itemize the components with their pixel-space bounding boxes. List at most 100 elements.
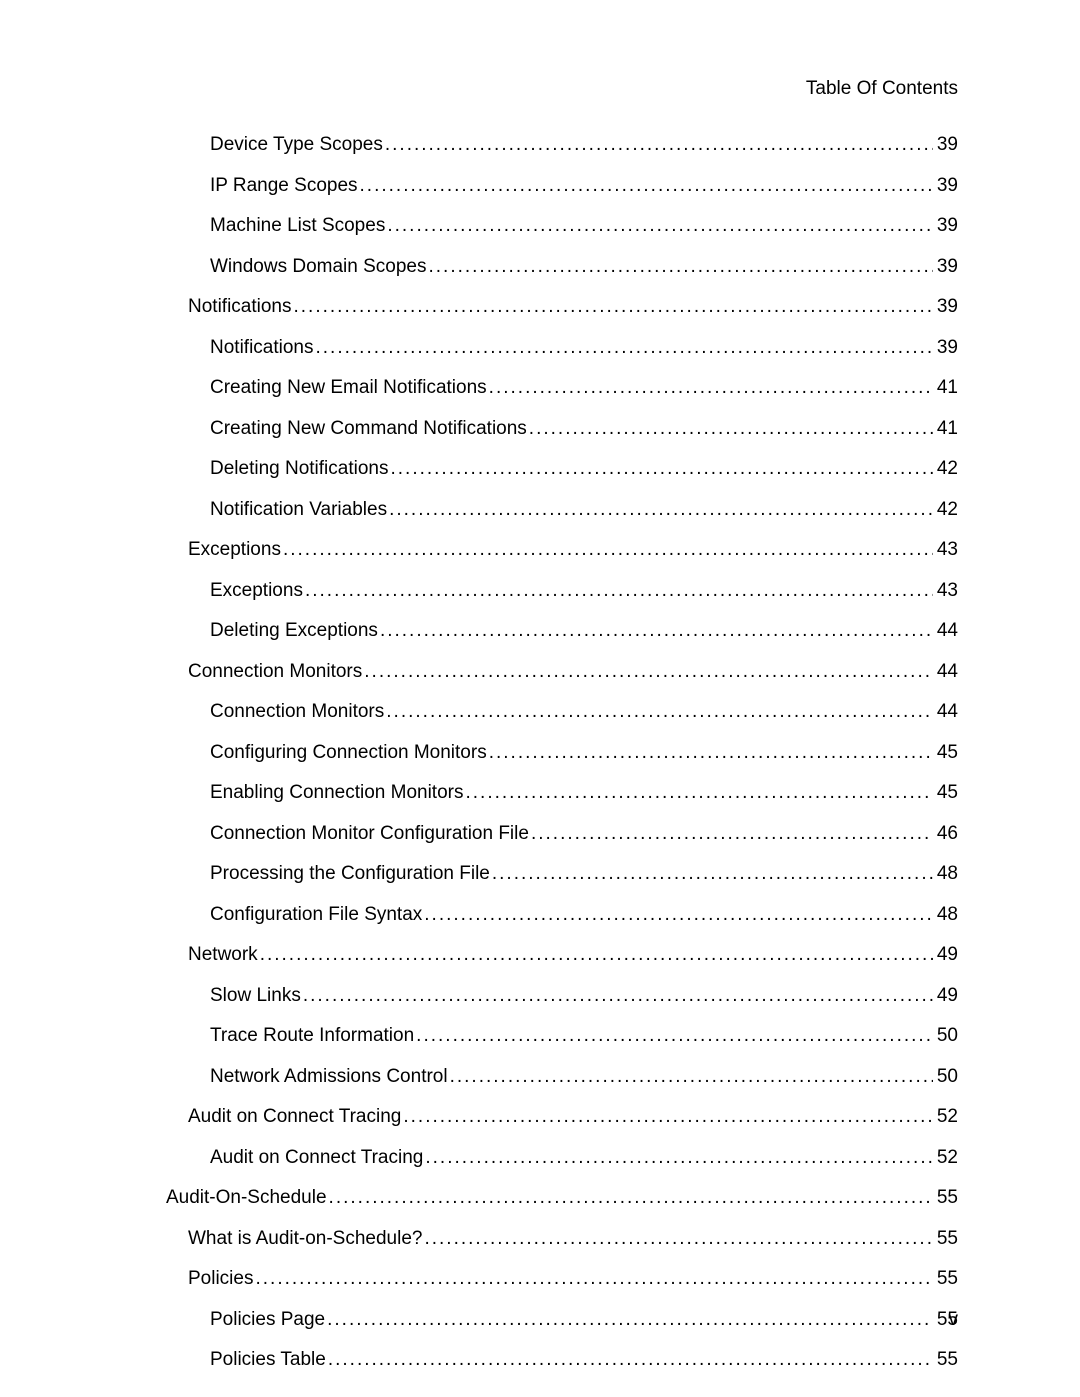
toc-entry: Notification Variables..................… [210, 499, 958, 521]
toc-entry-title: Processing the Configuration File [210, 863, 490, 885]
toc-entry-title: Network Admissions Control [210, 1066, 448, 1088]
toc-entry-title: Creating New Email Notifications [210, 377, 487, 399]
toc-dot-leader: ........................................… [422, 1228, 932, 1250]
toc-entry: Network.................................… [188, 944, 958, 966]
toc-entry: Audit-On-Schedule.......................… [166, 1187, 958, 1209]
toc-entry: Slow Links..............................… [210, 985, 958, 1007]
toc-entry-page: 39 [933, 175, 958, 197]
toc-entry: Creating New Command Notifications......… [210, 418, 958, 440]
toc-entry-title: Connection Monitor Configuration File [210, 823, 529, 845]
toc-entry: Device Type Scopes......................… [210, 134, 958, 156]
toc-entry: Notifications...........................… [210, 337, 958, 359]
toc-entry-title: Notifications [210, 337, 314, 359]
toc-dot-leader: ........................................… [529, 823, 933, 845]
toc-dot-leader: ........................................… [385, 215, 933, 237]
toc-entry-page: 52 [933, 1106, 958, 1128]
toc-entry-page: 48 [933, 863, 958, 885]
toc-dot-leader: ........................................… [423, 1147, 933, 1169]
toc-entry-title: Notification Variables [210, 499, 387, 521]
toc-dot-leader: ........................................… [326, 1349, 933, 1371]
toc-dot-leader: ........................................… [487, 377, 933, 399]
toc-entry-page: 44 [933, 620, 958, 642]
toc-entry-page: 45 [933, 782, 958, 804]
toc-dot-leader: ........................................… [464, 782, 933, 804]
toc-entry-title: Audit on Connect Tracing [188, 1106, 401, 1128]
toc-entry-title: Configuration File Syntax [210, 904, 422, 926]
toc-dot-leader: ........................................… [327, 1187, 933, 1209]
toc-entry: Exceptions..............................… [210, 580, 958, 602]
toc-entry: Policies................................… [188, 1268, 958, 1290]
toc-entry-page: 55 [933, 1349, 958, 1371]
toc-entry-page: 41 [933, 418, 958, 440]
toc-entry-page: 43 [933, 580, 958, 602]
toc-dot-leader: ........................................… [325, 1309, 933, 1331]
toc-entry-page: 44 [933, 701, 958, 723]
toc-entry: Network Admissions Control..............… [210, 1066, 958, 1088]
toc-entry-page: 48 [933, 904, 958, 926]
toc-dot-leader: ........................................… [387, 499, 933, 521]
toc-entry: Machine List Scopes.....................… [210, 215, 958, 237]
toc-entry: Trace Route Information.................… [210, 1025, 958, 1047]
page-header: Table Of Contents [116, 78, 964, 100]
toc-entry: Deleting Exceptions.....................… [210, 620, 958, 642]
toc-entry-page: 39 [933, 296, 958, 318]
toc-dot-leader: ........................................… [384, 701, 933, 723]
toc-entry-page: 50 [933, 1066, 958, 1088]
toc-dot-leader: ........................................… [253, 1268, 932, 1290]
toc-dot-leader: ........................................… [426, 256, 932, 278]
toc-entry: Deleting Notifications..................… [210, 458, 958, 480]
toc-entry-page: 39 [933, 215, 958, 237]
toc-entry: Policies Table..........................… [210, 1349, 958, 1371]
toc-entry-title: Deleting Notifications [210, 458, 388, 480]
toc-entry-page: 42 [933, 458, 958, 480]
toc-entry-title: Network [188, 944, 258, 966]
toc-entry-page: 55 [933, 1228, 958, 1250]
toc-dot-leader: ........................................… [414, 1025, 933, 1047]
toc-entry-title: Configuring Connection Monitors [210, 742, 487, 764]
toc-dot-leader: ........................................… [422, 904, 933, 926]
toc-entry-title: Machine List Scopes [210, 215, 385, 237]
toc-entry: Audit on Connect Tracing................… [210, 1147, 958, 1169]
toc-dot-leader: ........................................… [527, 418, 933, 440]
toc-entry-title: Windows Domain Scopes [210, 256, 426, 278]
toc-dot-leader: ........................................… [314, 337, 933, 359]
toc-dot-leader: ........................................… [281, 539, 933, 561]
toc-dot-leader: ........................................… [301, 985, 933, 1007]
toc-entry-title: Exceptions [210, 580, 303, 602]
toc-entry-page: 49 [933, 985, 958, 1007]
toc-entry-title: Exceptions [188, 539, 281, 561]
toc-entry: Connection Monitors.....................… [210, 701, 958, 723]
toc-entry-title: Trace Route Information [210, 1025, 414, 1047]
toc-entry: Exceptions..............................… [188, 539, 958, 561]
toc-entry-title: Device Type Scopes [210, 134, 383, 156]
toc-dot-leader: ........................................… [388, 458, 932, 480]
toc-entry-title: Creating New Command Notifications [210, 418, 527, 440]
header-title: Table Of Contents [806, 78, 958, 99]
toc-entry-title: Policies Page [210, 1309, 325, 1331]
toc-dot-leader: ........................................… [358, 175, 933, 197]
toc-entry-title: Audit on Connect Tracing [210, 1147, 423, 1169]
toc-entry-title: Deleting Exceptions [210, 620, 378, 642]
toc-entry: What is Audit-on-Schedule?..............… [188, 1228, 958, 1250]
toc-dot-leader: ........................................… [378, 620, 933, 642]
toc-entry-page: 50 [933, 1025, 958, 1047]
toc-entry: Creating New Email Notifications........… [210, 377, 958, 399]
toc-entry-page: 55 [933, 1268, 958, 1290]
toc-entry-title: Connection Monitors [210, 701, 384, 723]
toc-entry-title: Audit-On-Schedule [166, 1187, 327, 1209]
toc-entry: Windows Domain Scopes...................… [210, 256, 958, 278]
toc-entry-title: Notifications [188, 296, 292, 318]
toc-dot-leader: ........................................… [292, 296, 933, 318]
toc-entry-page: 39 [933, 337, 958, 359]
toc-entry-page: 52 [933, 1147, 958, 1169]
toc-dot-leader: ........................................… [448, 1066, 933, 1088]
toc-dot-leader: ........................................… [487, 742, 933, 764]
page-number: v [949, 1309, 959, 1331]
toc-entry: IP Range Scopes.........................… [210, 175, 958, 197]
toc-entry: Policies Page...........................… [210, 1309, 958, 1331]
toc-entry-page: 46 [933, 823, 958, 845]
toc-entry: Audit on Connect Tracing................… [188, 1106, 958, 1128]
toc-entry: Configuring Connection Monitors.........… [210, 742, 958, 764]
toc-entry-title: Policies Table [210, 1349, 326, 1371]
toc-entry-page: 39 [933, 134, 958, 156]
